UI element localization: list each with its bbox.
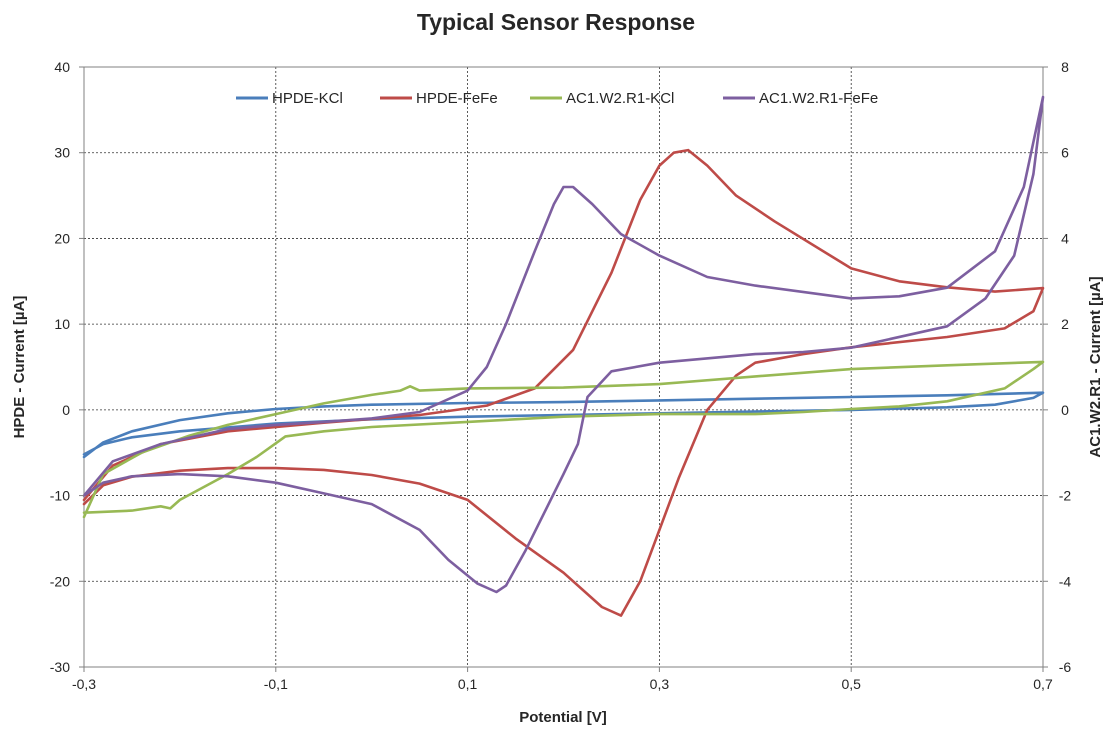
y-axis-label: HPDE - Current [µA] — [11, 296, 28, 439]
y2-tick-label: 2 — [1061, 316, 1069, 332]
series-layer — [82, 95, 1045, 617]
x-tick-label: 0,7 — [1033, 676, 1053, 692]
legend-label-2: HPDE-FeFe — [416, 90, 498, 107]
y2-tick-label: -4 — [1059, 573, 1072, 589]
y-tick-labels: -30 -20 -10 0 10 20 30 40 — [50, 59, 84, 675]
y-tick-label: -10 — [50, 488, 70, 504]
x-tick-label: 0,1 — [458, 676, 478, 692]
x-tick-label: 0,5 — [841, 676, 861, 692]
x-axis-label: Potential [V] — [519, 709, 607, 726]
y-tick-label: -20 — [50, 573, 70, 589]
y-tick-label: -30 — [50, 659, 70, 675]
y-tick-label: 20 — [54, 230, 70, 246]
chart-title: Typical Sensor Response — [417, 9, 695, 35]
legend: HPDE-KCl HPDE-FeFe AC1.W2.R1-KCl AC1.W2.R1-… — [236, 90, 878, 107]
series-line-2 — [82, 148, 1045, 617]
y2-tick-label: 4 — [1061, 230, 1069, 246]
y2-tick-label: 0 — [1061, 402, 1069, 418]
y-tick-label: 10 — [54, 316, 70, 332]
y-tick-label: 40 — [54, 59, 70, 75]
x-tick-labels: -0,3 -0,1 0,1 0,3 0,5 0,7 — [72, 667, 1053, 692]
x-tick-label: 0,3 — [650, 676, 670, 692]
y2-tick-labels: -6 -4 -2 0 2 4 6 8 — [1043, 59, 1071, 675]
plot-frame — [83, 66, 1044, 668]
y2-tick-label: -6 — [1059, 659, 1072, 675]
x-tick-label: -0,1 — [264, 676, 288, 692]
series-line-3 — [82, 360, 1045, 519]
y2-tick-label: 6 — [1061, 145, 1069, 161]
legend-label-1: HPDE-KCl — [272, 90, 343, 107]
series-line-4 — [82, 95, 1045, 594]
legend-label-3: AC1.W2.R1-KCl — [566, 90, 674, 107]
x-tick-label: -0,3 — [72, 676, 96, 692]
y2-tick-label: -2 — [1059, 488, 1072, 504]
y-tick-label: 30 — [54, 145, 70, 161]
legend-label-4: AC1.W2.R1-FeFe — [759, 90, 878, 107]
y2-tick-label: 8 — [1061, 59, 1069, 75]
y-tick-label: 0 — [62, 402, 70, 418]
y2-axis-label: AC1.W2.R1 - Current [µA] — [1087, 276, 1104, 457]
